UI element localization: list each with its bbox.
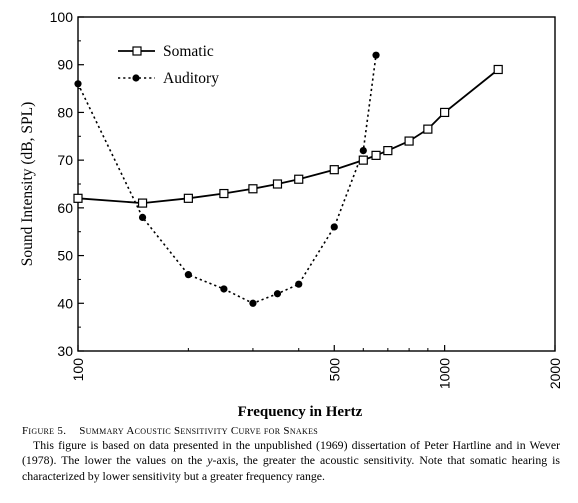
y-tick-label: 80 [57,104,73,120]
caption-text-part-2: -axis, the greater the acoustic sensitiv… [22,453,561,483]
x-tick-label: 500 [326,358,342,382]
somatic-point [219,188,229,199]
legend-item-auditory: Auditory [118,70,219,87]
x-tick-label: 100 [70,358,86,382]
x-axis-title: Frequency in Hertz [238,404,363,420]
plot-markers [73,51,503,307]
caption-text-part-1: This figure is based on data presented i… [22,438,560,468]
legend: Somatic Auditory [118,43,219,87]
x-tick-label: 2000 [547,358,563,389]
y-tick-label: 50 [57,248,73,264]
auditory-point [220,285,228,293]
auditory-point [273,290,282,298]
y-tick-label: 30 [57,343,73,359]
somatic-point [383,146,393,156]
somatic-point [73,193,83,203]
legend-item-somatic: Somatic [118,43,214,60]
plot-frame [77,16,556,352]
legend-somatic-marker [132,46,142,56]
auditory-point [184,271,192,279]
somatic-point [404,136,414,146]
somatic-point [423,124,433,134]
legend-somatic-label: Somatic [163,43,214,60]
somatic-point [493,64,503,75]
y-tick-label: 60 [57,200,73,216]
somatic-point [137,198,148,208]
y-tick-label: 40 [57,295,73,311]
legend-auditory-label: Auditory [163,70,219,87]
auditory-point [330,223,338,231]
figure-caption-heading: Figure 5. Summary Acoustic Sensitivity Cu… [22,425,318,438]
sensitivity-chart: 30 40 50 60 70 80 90 100 100 500 1000 2000 Somatic … [19,9,563,420]
y-tick-label: 90 [57,57,73,73]
somatic-point [272,179,283,189]
auditory-point [249,299,257,307]
auditory-point [295,280,303,288]
somatic-point [248,184,258,194]
auditory-point [372,51,380,59]
somatic-point [329,165,339,175]
plot-series [77,55,499,305]
somatic-point [294,174,304,184]
y-axis-title: Sound Intensity (dB, SPL) [19,102,36,266]
auditory-point [74,80,82,88]
figure-title: Summary Acoustic Sensitivity Curve for S… [79,425,319,437]
figure-caption-text: This figure is based on data presented i… [22,438,560,484]
y-tick-label: 70 [57,152,73,168]
axes: 30 40 50 60 70 80 90 100 100 500 1000 2000 [50,9,563,389]
somatic-line [77,68,499,205]
x-tick-label: 1000 [437,358,453,389]
somatic-point [358,155,368,165]
somatic-point [440,107,450,118]
auditory-line [77,55,377,305]
somatic-point [371,150,381,160]
legend-auditory-marker [132,74,140,82]
figure-label: Figure 5. [22,425,67,437]
y-tick-label: 100 [50,9,74,25]
caption-italic-y: y [207,453,213,468]
somatic-point [183,193,193,203]
auditory-point [138,213,147,221]
auditory-point [359,147,367,155]
